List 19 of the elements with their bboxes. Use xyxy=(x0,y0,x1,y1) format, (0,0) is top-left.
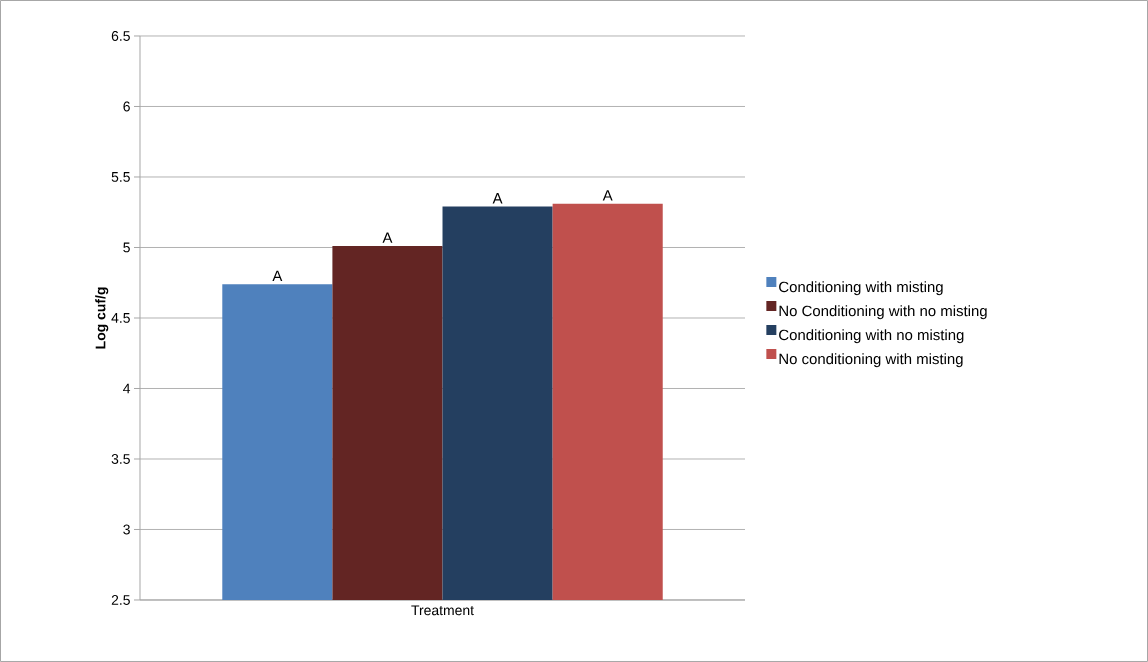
y-tick-label: 3 xyxy=(123,524,130,535)
annotation: A xyxy=(382,232,393,243)
y-tick-label: 5.5 xyxy=(111,172,130,182)
y-tick-label: 5 xyxy=(123,242,130,253)
y-axis-title: Log cuf/g xyxy=(95,287,109,349)
y-tick-label: 3.5 xyxy=(111,454,130,464)
legend-label: Conditioning with no misting xyxy=(779,329,964,344)
y-tick-label: 2.5 xyxy=(111,595,130,605)
y-tick-label: 4 xyxy=(123,383,131,394)
annotation: A xyxy=(602,190,613,201)
annotation: A xyxy=(492,193,503,204)
legend-label: No conditioning with misting xyxy=(779,353,963,368)
y-tick-label: 6.5 xyxy=(111,31,130,41)
y-tick-label: 4.5 xyxy=(111,313,130,323)
legend-label: No Conditioning with no misting xyxy=(779,305,987,320)
y-tick-label: 6 xyxy=(123,101,130,112)
legend-label: Conditioning with misting xyxy=(779,281,943,296)
annotation: A xyxy=(272,270,283,281)
x-axis-title: Treatment xyxy=(411,605,474,616)
